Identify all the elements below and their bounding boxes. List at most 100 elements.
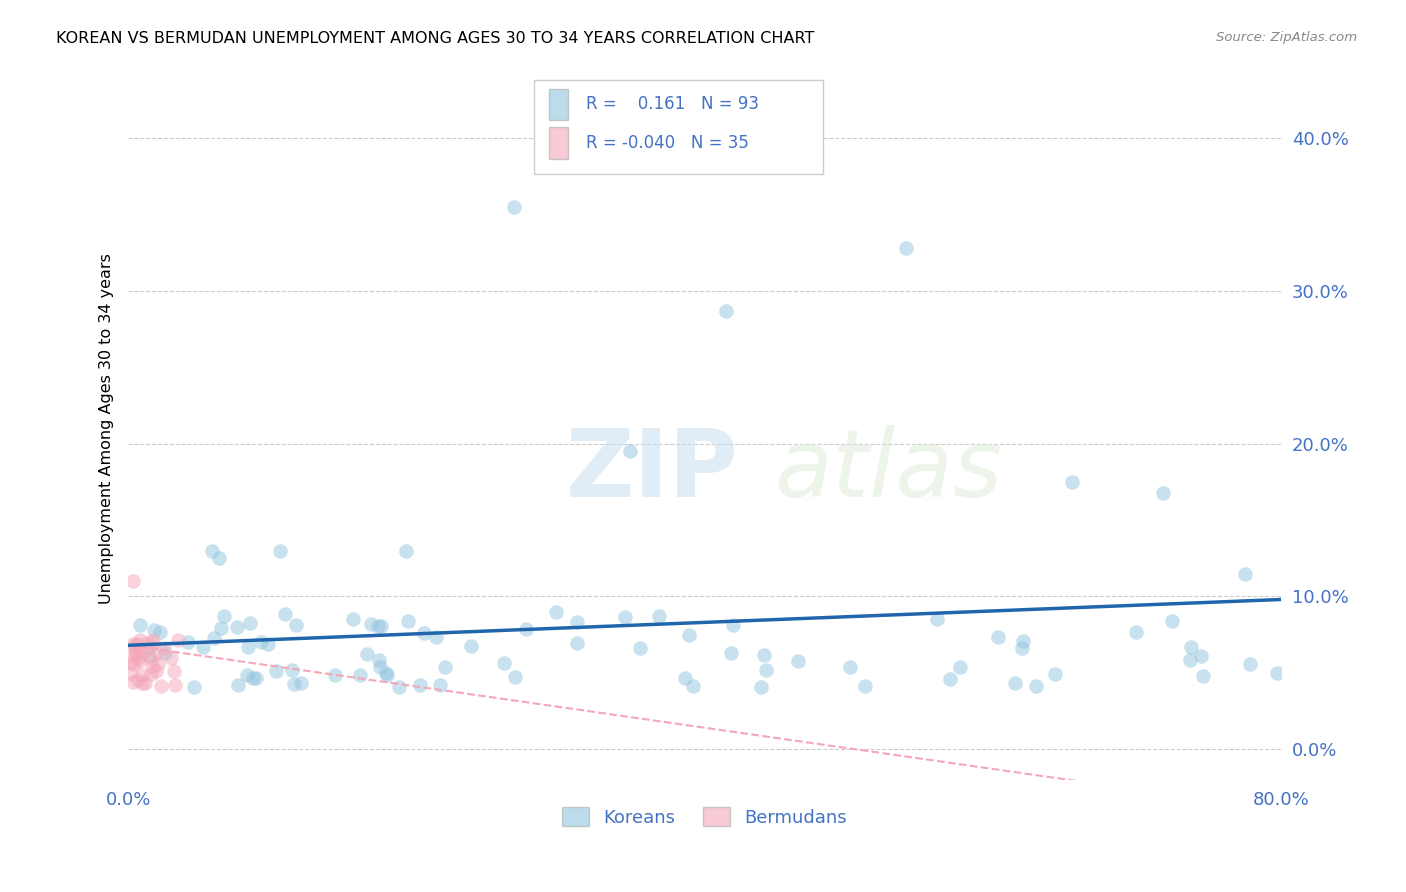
- Point: [135, 636, 157, 650]
- Point: [176, 635, 198, 649]
- Point: [949, 660, 972, 674]
- Point: [356, 648, 378, 662]
- Point: [138, 640, 160, 655]
- Point: [368, 659, 391, 673]
- Point: [1025, 679, 1047, 693]
- Text: atlas: atlas: [773, 425, 1002, 516]
- Point: [396, 614, 419, 628]
- Point: [145, 665, 167, 679]
- Point: [503, 200, 526, 214]
- Point: [987, 630, 1010, 644]
- Point: [202, 631, 225, 645]
- Point: [360, 616, 382, 631]
- Point: [128, 650, 150, 665]
- Point: [755, 663, 778, 677]
- Point: [546, 605, 568, 619]
- Point: [129, 633, 152, 648]
- Point: [290, 676, 312, 690]
- Point: [141, 658, 163, 673]
- Point: [125, 648, 148, 662]
- Point: [120, 657, 142, 671]
- Point: [515, 622, 537, 636]
- Point: [613, 610, 636, 624]
- Point: [492, 656, 515, 670]
- Point: [1239, 657, 1261, 671]
- Point: [128, 654, 150, 668]
- Point: [162, 664, 184, 678]
- Point: [141, 652, 163, 666]
- Point: [138, 648, 160, 663]
- Point: [128, 618, 150, 632]
- Point: [925, 611, 948, 625]
- Point: [283, 677, 305, 691]
- Point: [167, 633, 190, 648]
- Point: [1012, 634, 1035, 648]
- Point: [413, 626, 436, 640]
- Point: [121, 649, 143, 664]
- Point: [714, 304, 737, 318]
- Point: [503, 670, 526, 684]
- Point: [628, 640, 651, 655]
- Point: [250, 634, 273, 648]
- Point: [1125, 624, 1147, 639]
- Point: [285, 617, 308, 632]
- Point: [1152, 485, 1174, 500]
- Point: [120, 665, 142, 680]
- Point: [281, 664, 304, 678]
- Point: [375, 665, 398, 680]
- Point: [388, 681, 411, 695]
- Point: [853, 679, 876, 693]
- Point: [838, 660, 860, 674]
- Point: [274, 607, 297, 621]
- Point: [1265, 666, 1288, 681]
- Point: [142, 633, 165, 648]
- Point: [1060, 475, 1083, 489]
- Point: [375, 668, 398, 682]
- Point: [131, 648, 153, 662]
- Point: [323, 668, 346, 682]
- Point: [721, 617, 744, 632]
- Point: [153, 646, 176, 660]
- Text: R = -0.040   N = 35: R = -0.040 N = 35: [586, 134, 749, 152]
- Point: [209, 621, 232, 635]
- Point: [239, 615, 262, 630]
- Point: [226, 678, 249, 692]
- Point: [149, 625, 172, 640]
- Point: [124, 644, 146, 658]
- Point: [460, 639, 482, 653]
- Point: [143, 623, 166, 637]
- Text: R =    0.161   N = 93: R = 0.161 N = 93: [586, 95, 759, 113]
- Point: [749, 680, 772, 694]
- Text: KOREAN VS BERMUDAN UNEMPLOYMENT AMONG AGES 30 TO 34 YEARS CORRELATION CHART: KOREAN VS BERMUDAN UNEMPLOYMENT AMONG AG…: [56, 31, 814, 46]
- Point: [425, 630, 447, 644]
- Point: [349, 668, 371, 682]
- Point: [264, 664, 287, 678]
- Text: Source: ZipAtlas.com: Source: ZipAtlas.com: [1216, 31, 1357, 45]
- Point: [131, 668, 153, 682]
- Point: [619, 444, 641, 458]
- Point: [370, 619, 392, 633]
- Point: [183, 681, 205, 695]
- Point: [367, 619, 389, 633]
- Point: [269, 543, 291, 558]
- Point: [208, 551, 231, 566]
- Point: [367, 653, 389, 667]
- Point: [1178, 653, 1201, 667]
- Point: [146, 657, 169, 671]
- Point: [567, 636, 589, 650]
- Point: [256, 637, 278, 651]
- Point: [1004, 675, 1026, 690]
- Y-axis label: Unemployment Among Ages 30 to 34 years: Unemployment Among Ages 30 to 34 years: [100, 253, 114, 604]
- Point: [134, 675, 156, 690]
- Point: [163, 678, 186, 692]
- Point: [1011, 641, 1033, 656]
- Point: [1043, 667, 1066, 681]
- Point: [1189, 649, 1212, 664]
- Point: [752, 648, 775, 663]
- Text: ZIP: ZIP: [567, 425, 740, 516]
- Point: [896, 241, 918, 255]
- Point: [242, 671, 264, 685]
- Point: [648, 609, 671, 624]
- Point: [121, 574, 143, 589]
- Point: [673, 671, 696, 685]
